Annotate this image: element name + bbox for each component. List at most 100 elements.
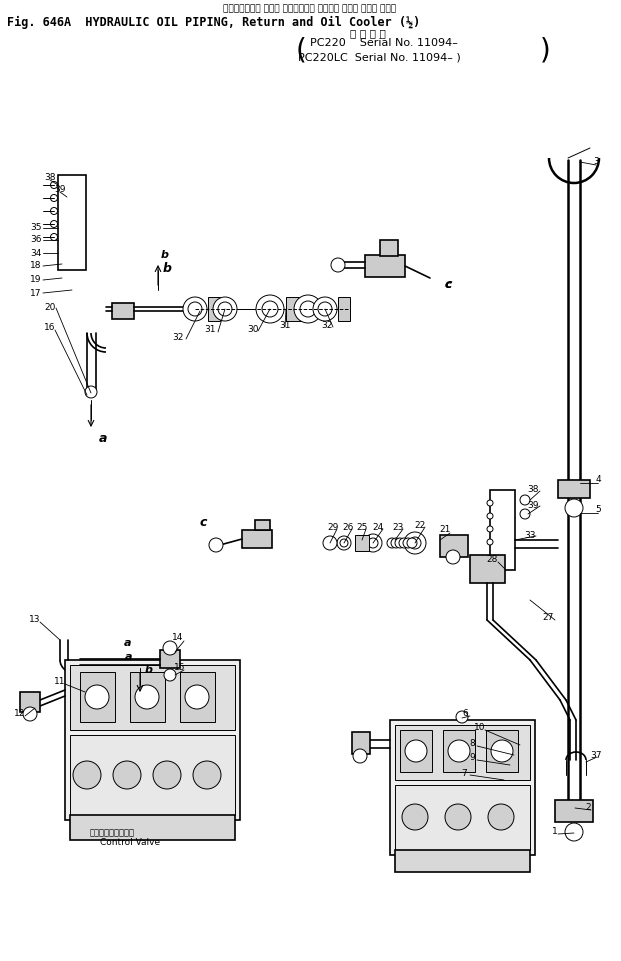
- Circle shape: [503, 756, 517, 770]
- Circle shape: [353, 749, 367, 763]
- Text: 適 用 号 機: 適 用 号 機: [350, 28, 386, 38]
- Circle shape: [85, 386, 97, 398]
- Text: 34: 34: [30, 249, 42, 258]
- Circle shape: [313, 297, 337, 321]
- Bar: [486, 730, 518, 772]
- Circle shape: [407, 538, 417, 548]
- Bar: [440, 535, 468, 557]
- Text: Control Valve: Control Valve: [100, 838, 160, 847]
- Circle shape: [520, 495, 530, 505]
- Text: 5: 5: [595, 505, 601, 514]
- Text: 17: 17: [30, 288, 42, 298]
- Text: 12: 12: [14, 709, 25, 719]
- Text: b: b: [161, 250, 169, 260]
- Circle shape: [256, 295, 284, 323]
- Text: 20: 20: [44, 303, 56, 311]
- Text: ハイドロリック オイル パイピング、 リターン および オイル クーラ: ハイドロリック オイル パイピング、 リターン および オイル クーラ: [224, 4, 397, 13]
- Bar: [20, 692, 40, 712]
- Circle shape: [387, 538, 397, 548]
- Bar: [395, 725, 530, 780]
- Text: 13: 13: [29, 615, 41, 625]
- Text: 4: 4: [595, 476, 601, 484]
- Circle shape: [404, 532, 426, 554]
- Text: 8: 8: [469, 740, 475, 749]
- Circle shape: [340, 539, 348, 547]
- Bar: [70, 665, 235, 730]
- Bar: [390, 720, 535, 855]
- Bar: [490, 490, 515, 570]
- Bar: [352, 732, 370, 754]
- Bar: [208, 297, 220, 321]
- Circle shape: [164, 669, 176, 681]
- Text: 22: 22: [414, 521, 425, 530]
- Text: 14: 14: [172, 633, 184, 643]
- Bar: [80, 672, 115, 722]
- Text: 25: 25: [356, 523, 368, 531]
- Text: 9: 9: [469, 753, 475, 762]
- Circle shape: [337, 536, 351, 550]
- Bar: [70, 815, 235, 840]
- Text: 23: 23: [392, 523, 404, 531]
- Circle shape: [294, 295, 322, 323]
- Text: 37: 37: [590, 751, 602, 759]
- Text: コントロールバルブ: コントロールバルブ: [90, 828, 135, 837]
- Circle shape: [488, 804, 514, 830]
- Text: 39: 39: [54, 185, 66, 194]
- Text: 7: 7: [461, 769, 467, 777]
- Bar: [443, 730, 475, 772]
- Bar: [498, 774, 514, 784]
- Text: 31: 31: [204, 326, 215, 334]
- Circle shape: [213, 297, 237, 321]
- Circle shape: [405, 740, 427, 762]
- Text: 16: 16: [44, 324, 56, 333]
- Text: 39: 39: [527, 501, 539, 509]
- Bar: [180, 672, 215, 722]
- Circle shape: [565, 499, 583, 517]
- Circle shape: [209, 538, 223, 552]
- Circle shape: [50, 208, 58, 214]
- Bar: [380, 240, 398, 256]
- Circle shape: [23, 707, 37, 721]
- Bar: [70, 735, 235, 815]
- Bar: [400, 730, 432, 772]
- Circle shape: [456, 711, 468, 723]
- Text: 27: 27: [542, 613, 554, 623]
- Text: b: b: [145, 665, 153, 675]
- Circle shape: [504, 744, 516, 756]
- Bar: [555, 800, 593, 822]
- Circle shape: [85, 685, 109, 709]
- Circle shape: [50, 182, 58, 188]
- Bar: [160, 650, 180, 668]
- Circle shape: [391, 538, 401, 548]
- Text: 3: 3: [593, 158, 599, 166]
- Text: ): ): [540, 36, 551, 64]
- Circle shape: [445, 804, 471, 830]
- Text: 2: 2: [585, 803, 591, 812]
- Bar: [558, 480, 590, 498]
- Circle shape: [395, 538, 405, 548]
- Bar: [130, 672, 165, 722]
- Text: c: c: [445, 280, 451, 290]
- Text: 24: 24: [373, 523, 384, 531]
- Bar: [395, 850, 530, 872]
- Bar: [286, 297, 304, 321]
- Circle shape: [491, 740, 513, 762]
- Text: Fig. 646A  HYDRAULIC OIL PIPING, Return and Oil Cooler (½): Fig. 646A HYDRAULIC OIL PIPING, Return a…: [7, 16, 420, 29]
- Circle shape: [50, 194, 58, 202]
- Text: 29: 29: [327, 523, 338, 531]
- Text: 1: 1: [552, 827, 558, 836]
- Circle shape: [487, 513, 493, 519]
- Circle shape: [163, 641, 177, 655]
- Text: 6: 6: [462, 709, 468, 719]
- Circle shape: [448, 740, 470, 762]
- Circle shape: [323, 536, 337, 550]
- Circle shape: [262, 301, 278, 317]
- Text: 32: 32: [321, 322, 333, 331]
- Circle shape: [409, 537, 421, 549]
- Circle shape: [185, 685, 209, 709]
- Text: 30: 30: [247, 326, 259, 334]
- Bar: [65, 660, 240, 820]
- Circle shape: [331, 258, 345, 272]
- Text: (: (: [296, 36, 307, 64]
- Bar: [58, 175, 86, 270]
